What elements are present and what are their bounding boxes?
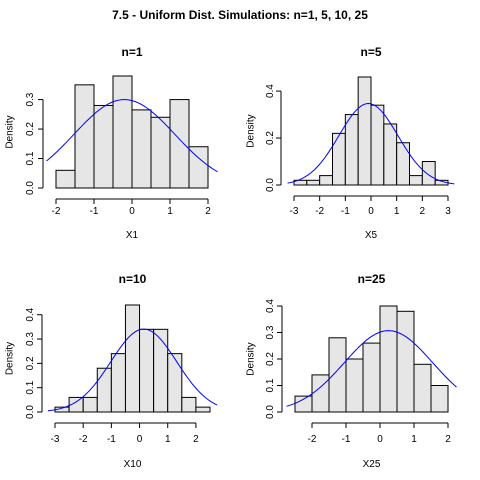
x-tick-label: 0 — [137, 434, 143, 445]
histogram-bar — [396, 142, 410, 186]
y-tick-label: 0.1 — [25, 151, 36, 165]
y-tick-label: 0.3 — [265, 325, 276, 339]
histogram-bar — [153, 328, 169, 413]
density-curve — [46, 99, 218, 173]
histogram-bar — [55, 169, 76, 189]
histogram-bar — [413, 363, 432, 413]
histogram-bar — [195, 406, 211, 413]
y-axis-label: Density — [5, 115, 16, 148]
panel-title: n=10 — [119, 272, 147, 286]
histogram-bar — [409, 175, 423, 186]
x-tick-label: -1 — [341, 206, 350, 217]
y-axis-label: Density — [246, 114, 257, 147]
histogram-bar — [181, 396, 197, 413]
density-curve — [286, 330, 457, 407]
histogram-bar — [169, 99, 190, 189]
histogram-bar — [74, 84, 95, 189]
panel-1: n=1 -2 -1 0 1 2 X1 0.0 0.1 0.2 0.3 Density — [5, 45, 218, 241]
panel-4: n=25 -2 -1 0 1 2 X25 0.0 0.1 0.2 0.3 0.4 Density — [246, 272, 457, 470]
histogram-bar — [311, 374, 330, 413]
histogram-bar — [362, 342, 381, 413]
y-tick-label: 0.1 — [265, 378, 276, 392]
y-tick-label: 0.2 — [25, 356, 36, 370]
x-tick-label: -3 — [51, 434, 60, 445]
x-tick-label: 1 — [411, 434, 417, 445]
panel-title: n=25 — [358, 272, 386, 286]
y-tick-label: 0.0 — [25, 405, 36, 419]
histogram-bar — [328, 337, 347, 413]
x-tick-label: 0 — [377, 434, 383, 445]
x-tick-label: 0 — [368, 206, 374, 217]
histogram-bar — [93, 104, 114, 189]
y-tick-label: 0.3 — [25, 92, 36, 106]
x-tick-label: 2 — [193, 434, 199, 445]
x-tick-label: -2 — [79, 434, 88, 445]
histogram-bar — [110, 353, 126, 413]
x-tick-label: -2 — [315, 206, 324, 217]
y-tick-label: 0.4 — [25, 307, 36, 321]
x-tick-label: 3 — [445, 206, 451, 217]
x-tick-label: -2 — [52, 206, 61, 217]
x-tick-label: 1 — [394, 206, 400, 217]
x-tick-label: -1 — [107, 434, 116, 445]
panel-title: n=5 — [360, 45, 381, 59]
histogram-bar — [124, 304, 141, 413]
histogram-bar — [344, 114, 359, 186]
x-tick-label: -2 — [308, 434, 317, 445]
histogram-bar — [112, 75, 133, 189]
x-tick-label: -1 — [342, 434, 351, 445]
histogram-bar — [319, 175, 333, 186]
x-tick-label: 2 — [445, 434, 451, 445]
y-tick-label: 0.3 — [25, 332, 36, 346]
histogram-bar — [430, 385, 449, 413]
panel-2: n=5 -3 -2 -1 0 1 2 3 X5 0.0 0.2 0.4 Density — [246, 45, 455, 241]
density-curve — [47, 328, 218, 412]
histogram-bar — [96, 367, 112, 413]
histogram-bar — [82, 396, 98, 413]
panel-3: n=10 -3 -2 -1 0 1 2 X10 0.0 0.1 0.2 0.3 0.4 Density — [5, 272, 218, 470]
y-tick-label: 0.4 — [265, 84, 276, 98]
y-axis-label: Density — [5, 342, 16, 375]
x-axis-label: X1 — [126, 230, 139, 241]
y-tick-label: 0.0 — [265, 405, 276, 419]
x-tick-label: 1 — [165, 434, 171, 445]
x-tick-label: -3 — [290, 206, 299, 217]
y-tick-label: 0.1 — [25, 380, 36, 394]
panel-title: n=1 — [121, 45, 142, 59]
x-axis-label: X10 — [124, 459, 142, 470]
histogram-bar — [188, 146, 209, 189]
y-tick-label: 0.2 — [25, 122, 36, 136]
x-axis-label: X5 — [365, 230, 378, 241]
x-tick-label: 0 — [129, 206, 135, 217]
histogram-bar — [396, 310, 415, 413]
histogram-bar — [379, 305, 398, 413]
panels: n=1 -2 -1 0 1 2 X1 0.0 0.1 0.2 0.3 Density n=5 -3 -2 -1… — [5, 45, 457, 470]
x-axis-label: X25 — [363, 459, 381, 470]
y-tick-label: 0.4 — [265, 299, 276, 313]
x-tick-label: -1 — [90, 206, 99, 217]
y-tick-label: 0.0 — [25, 181, 36, 195]
x-tick-label: 2 — [205, 206, 211, 217]
y-tick-label: 0.0 — [265, 178, 276, 192]
y-axis-label: Density — [246, 342, 257, 375]
histogram-bar — [383, 123, 398, 186]
histogram-bar — [306, 179, 321, 186]
histogram-bar — [150, 116, 171, 189]
histogram-bar — [357, 76, 372, 186]
figure-title: 7.5 - Uniform Dist. Simulations: n=1, 5,… — [112, 8, 368, 22]
histogram-bar — [345, 358, 364, 413]
histogram-bar — [139, 328, 155, 413]
histogram-bar — [294, 395, 313, 413]
histogram-bar — [421, 161, 436, 186]
y-tick-label: 0.2 — [265, 352, 276, 366]
histogram-bar — [167, 353, 183, 413]
histogram-bar — [131, 109, 152, 189]
x-tick-label: 2 — [420, 206, 426, 217]
histogram-bar — [332, 132, 346, 186]
density-curve — [287, 103, 455, 185]
y-tick-label: 0.2 — [265, 131, 276, 145]
histogram-bar — [370, 104, 385, 186]
x-tick-label: 1 — [167, 206, 173, 217]
